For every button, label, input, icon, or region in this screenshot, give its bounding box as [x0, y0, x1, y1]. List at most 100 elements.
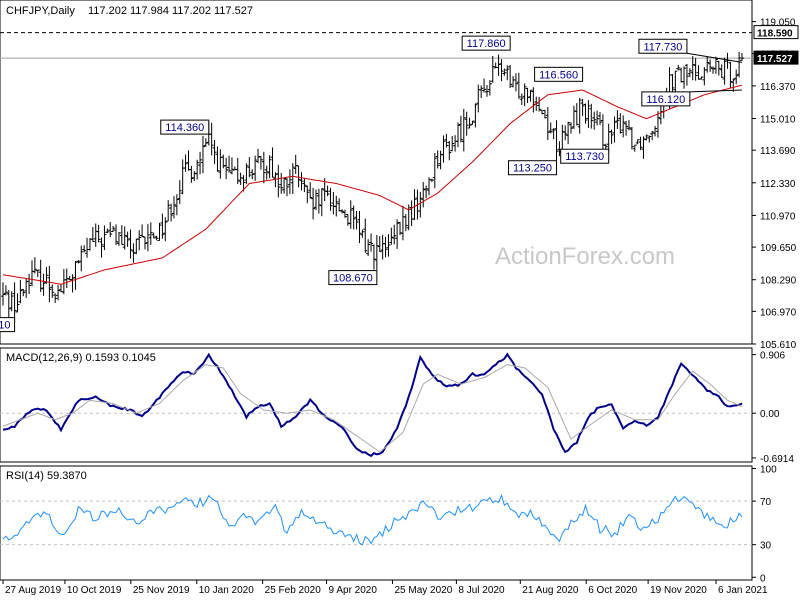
ohlc-bar — [708, 59, 713, 72]
ohlc-bar — [716, 60, 721, 76]
ohlc-bar — [583, 103, 588, 124]
ohlc-bar — [441, 135, 446, 163]
date-axis-label: 10 Oct 2019 — [67, 585, 122, 596]
ohlc-bar — [209, 122, 214, 156]
swing-label-text: 117.730 — [643, 41, 682, 53]
ohlc-bar — [626, 120, 631, 131]
ohlc-bar — [247, 157, 252, 178]
ohlc-bar — [128, 229, 133, 259]
ohlc-bar — [79, 245, 84, 272]
ohlc-bar — [377, 236, 382, 253]
swing-label-text: 113.250 — [513, 163, 552, 175]
ohlc-bar — [496, 54, 501, 76]
macd-signal-line — [2, 364, 743, 453]
rsi-layer — [0, 493, 752, 546]
ohlc-bar — [537, 96, 542, 112]
resistance-label: 118.590 — [753, 25, 799, 40]
ohlc-bar — [258, 156, 263, 170]
ohlc-bar — [145, 224, 150, 252]
ohlc-bar — [586, 100, 591, 128]
ohlc-bar — [200, 135, 205, 174]
ohlc-bar — [655, 111, 660, 138]
ohlc-bar — [279, 172, 284, 194]
trendline — [686, 52, 743, 63]
resistance-label-text: 118.590 — [757, 29, 793, 40]
date-axis-label: 25 May 2020 — [394, 585, 452, 596]
date-axis-label: 21 Aug 2020 — [522, 585, 579, 596]
ohlc-bar — [348, 200, 353, 229]
ohlc-bar — [566, 121, 571, 145]
ohlc-bar — [325, 185, 330, 197]
ohlc-bar — [143, 236, 148, 250]
ohlc-bar — [357, 210, 362, 244]
ohlc-bar — [131, 243, 136, 263]
ohlc-bar — [102, 225, 107, 251]
price-panel — [0, 0, 753, 345]
ohlc-bar — [313, 189, 318, 211]
ohlc-bar — [221, 154, 226, 169]
ohlc-bar — [363, 218, 368, 253]
ohlc-bar — [563, 125, 568, 141]
ohlc-bar — [650, 130, 655, 140]
ohlc-bar — [403, 214, 408, 232]
ohlc-bar — [154, 235, 159, 241]
ohlc-bar — [711, 66, 716, 74]
ohlc-bar — [137, 230, 142, 251]
ohlc-bar — [328, 187, 333, 211]
rsi-panel — [0, 465, 753, 581]
chart-header-ohlc: 117.202 117.984 117.202 117.527 — [88, 5, 253, 17]
ohlc-bar — [392, 224, 397, 245]
ohlc-bar — [487, 80, 492, 96]
ohlc-bar — [195, 159, 200, 180]
date-axis-label: 9 Apr 2020 — [329, 585, 378, 596]
ohlc-bar — [319, 188, 324, 217]
ohlc-bar — [577, 97, 582, 134]
ohlc-bar — [522, 83, 527, 107]
date-axis-label: 6 Oct 2020 — [588, 585, 637, 596]
date-axis-label: 25 Nov 2019 — [133, 585, 190, 596]
ohlc-bar — [360, 229, 365, 238]
macd-axis-label: -0.6914 — [760, 454, 794, 465]
price-axis-label: 109.650 — [760, 243, 797, 254]
ohlc-bar — [148, 222, 153, 245]
ohlc-bar — [198, 151, 203, 175]
swing-label-box — [534, 66, 584, 82]
date-axis-label: 6 Jan 2021 — [718, 585, 768, 596]
ohlc-bar — [519, 93, 524, 105]
ohlc-bar — [705, 56, 710, 73]
ohlc-bar — [27, 273, 32, 295]
ohlc-bar — [589, 103, 594, 129]
ohlc-bar — [545, 107, 550, 140]
chart-header-symbol: CHFJPY,Daily — [6, 5, 75, 17]
ohlc-bar — [163, 217, 168, 242]
ohlc-bar — [305, 185, 310, 204]
ohlc-bar — [105, 228, 110, 234]
ohlc-bar — [395, 219, 400, 249]
ohlc-bar — [438, 150, 443, 170]
ohlc-bar — [290, 163, 295, 195]
ohlc-bar — [299, 172, 304, 191]
ohlc-bar — [189, 165, 194, 183]
ohlc-bar — [609, 129, 614, 145]
ohlc-bar — [719, 64, 724, 78]
ohlc-bar — [73, 260, 78, 290]
swing-label-text: 113.730 — [565, 151, 604, 163]
current-price-label: 117.527 — [753, 50, 799, 65]
ohlc-bar — [464, 111, 469, 136]
ohlc-bar — [261, 151, 266, 184]
watermark: ActionForex.com — [495, 243, 675, 270]
ohlc-bar — [174, 194, 179, 216]
ohlc-bar — [12, 282, 17, 322]
ohlc-bar — [597, 112, 602, 125]
ohlc-bar — [595, 110, 600, 126]
ohlc-bar — [548, 122, 553, 134]
ohlc-bar — [580, 98, 585, 117]
ohlc-bar — [690, 56, 695, 81]
ohlc-bar — [311, 187, 316, 220]
macd-layer — [0, 352, 752, 458]
ohlc-bar — [1, 282, 5, 306]
ohlc-bar — [70, 274, 75, 293]
ohlc-bar — [177, 180, 182, 205]
ohlc-bar — [728, 61, 733, 88]
